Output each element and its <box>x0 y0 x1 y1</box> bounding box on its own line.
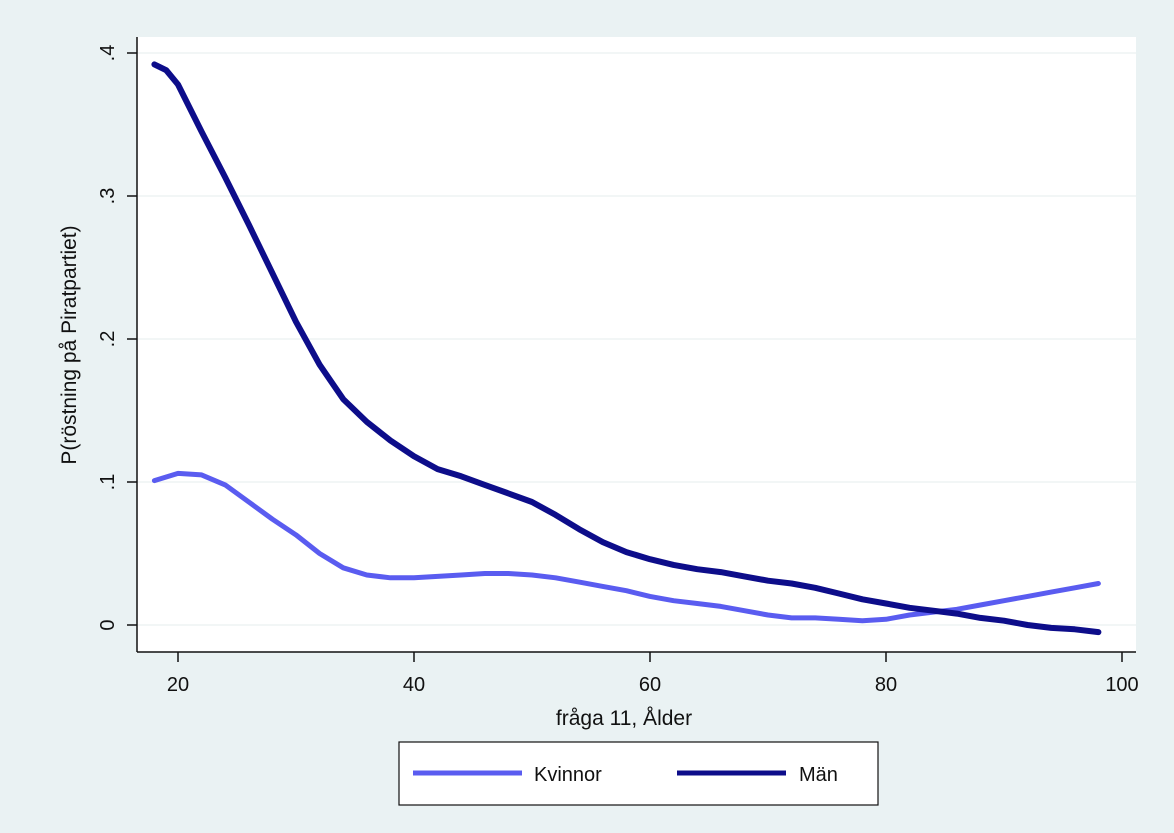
x-axis-ticks: 20 40 60 80 100 <box>167 652 1139 696</box>
x-axis-title: fråga 11, Ålder <box>556 707 692 730</box>
x-tick-label: 40 <box>403 674 425 696</box>
series-group <box>151 61 1102 636</box>
y-tick-label: .2 <box>97 331 119 348</box>
y-tick-label: .3 <box>97 188 119 205</box>
y-axis-ticks: 0 .1 .2 .3 .4 <box>97 45 137 631</box>
legend-label-kvinnor: Kvinnor <box>534 764 602 786</box>
x-tick-label: 100 <box>1105 674 1138 696</box>
y-tick-label: .4 <box>97 45 119 62</box>
x-tick-label: 80 <box>875 674 897 696</box>
series-line-man <box>151 61 1102 636</box>
x-tick-label: 60 <box>639 674 661 696</box>
plot-area <box>137 37 1136 652</box>
legend-label-man: Män <box>799 764 838 786</box>
x-tick-label: 20 <box>167 674 189 696</box>
y-tick-label: .1 <box>97 474 119 491</box>
y-tick-label: 0 <box>97 619 119 630</box>
legend: Kvinnor Män <box>398 741 879 806</box>
y-axis-title: P(röstning på Piratpartiet) <box>58 225 81 464</box>
